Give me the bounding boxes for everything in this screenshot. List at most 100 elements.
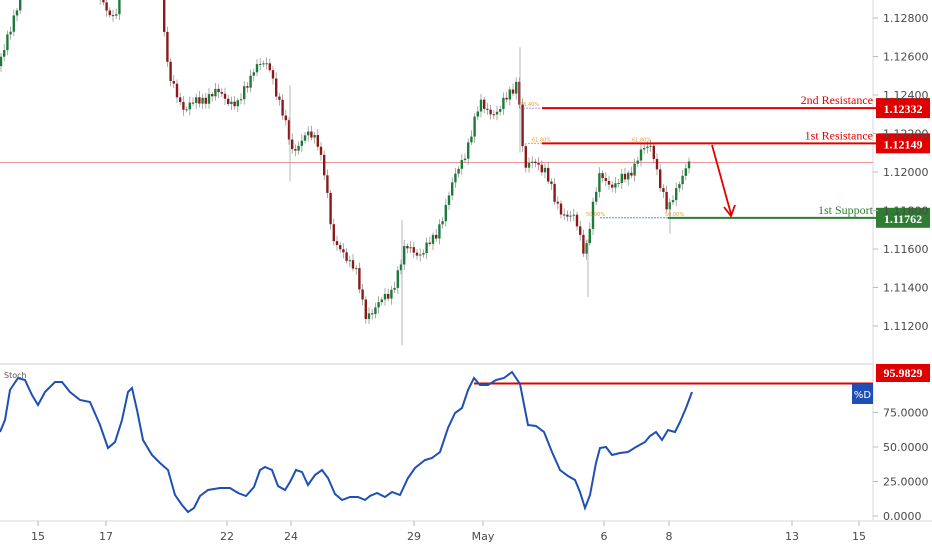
candle-body [319, 146, 323, 155]
candle-body [188, 102, 191, 110]
stoch-marker-badge [876, 364, 930, 382]
candle-body [508, 89, 511, 100]
candle-body [163, 0, 166, 32]
candle-body [291, 139, 294, 150]
projection-arrow-head [723, 204, 736, 218]
candle-body [287, 120, 291, 140]
candle-body [518, 81, 521, 105]
candle-body [249, 75, 252, 88]
candle-body [342, 249, 345, 253]
candle-body [348, 260, 351, 262]
candle-body [19, 0, 22, 11]
candle-body [556, 201, 559, 204]
candle-body [684, 168, 687, 176]
candle-body [547, 167, 550, 182]
candle-body [351, 260, 355, 269]
candle-body [671, 200, 675, 203]
candle-body [102, 0, 105, 3]
stoch-tick-label: 0.0000 [883, 510, 922, 523]
candle-body [377, 302, 380, 308]
candle-body [524, 146, 527, 168]
candle-body [489, 109, 492, 115]
candle-body [326, 175, 329, 193]
candle-body [15, 10, 19, 16]
candle-body [662, 188, 665, 192]
candle-body [230, 101, 233, 105]
candle-body [572, 214, 575, 216]
candle-body [374, 307, 377, 315]
candle-body [297, 145, 300, 151]
candle-body [166, 31, 169, 62]
candle-body [643, 147, 646, 150]
candle-body [284, 115, 287, 121]
candle-body [355, 268, 358, 270]
candle-body [403, 246, 406, 265]
candle-body [371, 313, 374, 315]
candle-body [393, 287, 396, 290]
candle-body [588, 228, 591, 244]
candle-body [527, 162, 531, 168]
candle-body [515, 81, 518, 94]
candle-body [652, 145, 655, 159]
candle-body [409, 247, 412, 249]
candle-body [447, 195, 451, 205]
candle-body [444, 204, 447, 222]
candle-body [675, 188, 678, 201]
candle-body [255, 64, 259, 73]
candle-body [220, 92, 223, 94]
candle-body [233, 101, 236, 107]
candle-body [332, 224, 335, 242]
price-tick-label: 1.12600 [883, 51, 929, 64]
candle-body [483, 99, 486, 109]
time-tick-label: 17 [99, 530, 113, 543]
candle-body [179, 97, 182, 102]
candle-body [499, 109, 502, 112]
price-tick-label: 1.12800 [883, 12, 929, 25]
candle-body [6, 34, 9, 51]
candle-body [345, 252, 348, 261]
time-tick-label: 8 [666, 530, 673, 543]
candle-body [227, 98, 230, 105]
candle-body [239, 99, 243, 101]
candle-body [470, 136, 473, 143]
level-name: 2nd Resistance [801, 93, 873, 107]
candle-body [495, 111, 499, 115]
candle-body [191, 102, 195, 104]
price-tick-label: 1.12400 [883, 89, 929, 102]
candle-body [566, 214, 569, 217]
price-tick-label: 1.12000 [883, 166, 929, 179]
candle-body [0, 56, 3, 67]
candle-body [12, 15, 15, 32]
candle-body [441, 221, 444, 225]
candle-body [399, 264, 403, 271]
level-name: 1st Support [818, 203, 874, 217]
candle-body [505, 97, 508, 100]
candle-body [367, 313, 371, 319]
stoch-tick-label: 25.0000 [883, 476, 929, 489]
candle-body [111, 15, 115, 17]
candle-body [380, 299, 383, 303]
candle-body [591, 201, 595, 229]
level-badge [876, 98, 930, 119]
candle-body [108, 10, 111, 16]
candle-body [339, 245, 342, 250]
candle-body [419, 254, 422, 256]
candle-body [9, 31, 12, 35]
candle-body [361, 289, 364, 300]
time-tick-label: 24 [284, 530, 298, 543]
candle-body [364, 299, 367, 319]
fib-label: 50.00% [665, 212, 684, 218]
candle-body [300, 140, 303, 146]
price-axis-ticks: 1.12800 1.12600 1.12400 1.12200 1.12000 1.118… [873, 12, 929, 333]
candle-body [425, 242, 428, 254]
price-panel: 61.80% 61.80% 50.00% 50.00% 76.40% 2nd Resis… [0, 0, 930, 520]
candle-body [467, 142, 470, 159]
candle-body [246, 86, 249, 88]
candle-body [575, 214, 579, 227]
price-tick-label: 1.12200 [883, 128, 929, 141]
stoch-tick-label: 75.0000 [883, 407, 929, 420]
candle-body [537, 163, 540, 165]
level-lines: 2nd Resistance 1.12332 1st Resistance 1.121… [542, 93, 930, 228]
price-tick-label: 1.11600 [883, 243, 929, 256]
